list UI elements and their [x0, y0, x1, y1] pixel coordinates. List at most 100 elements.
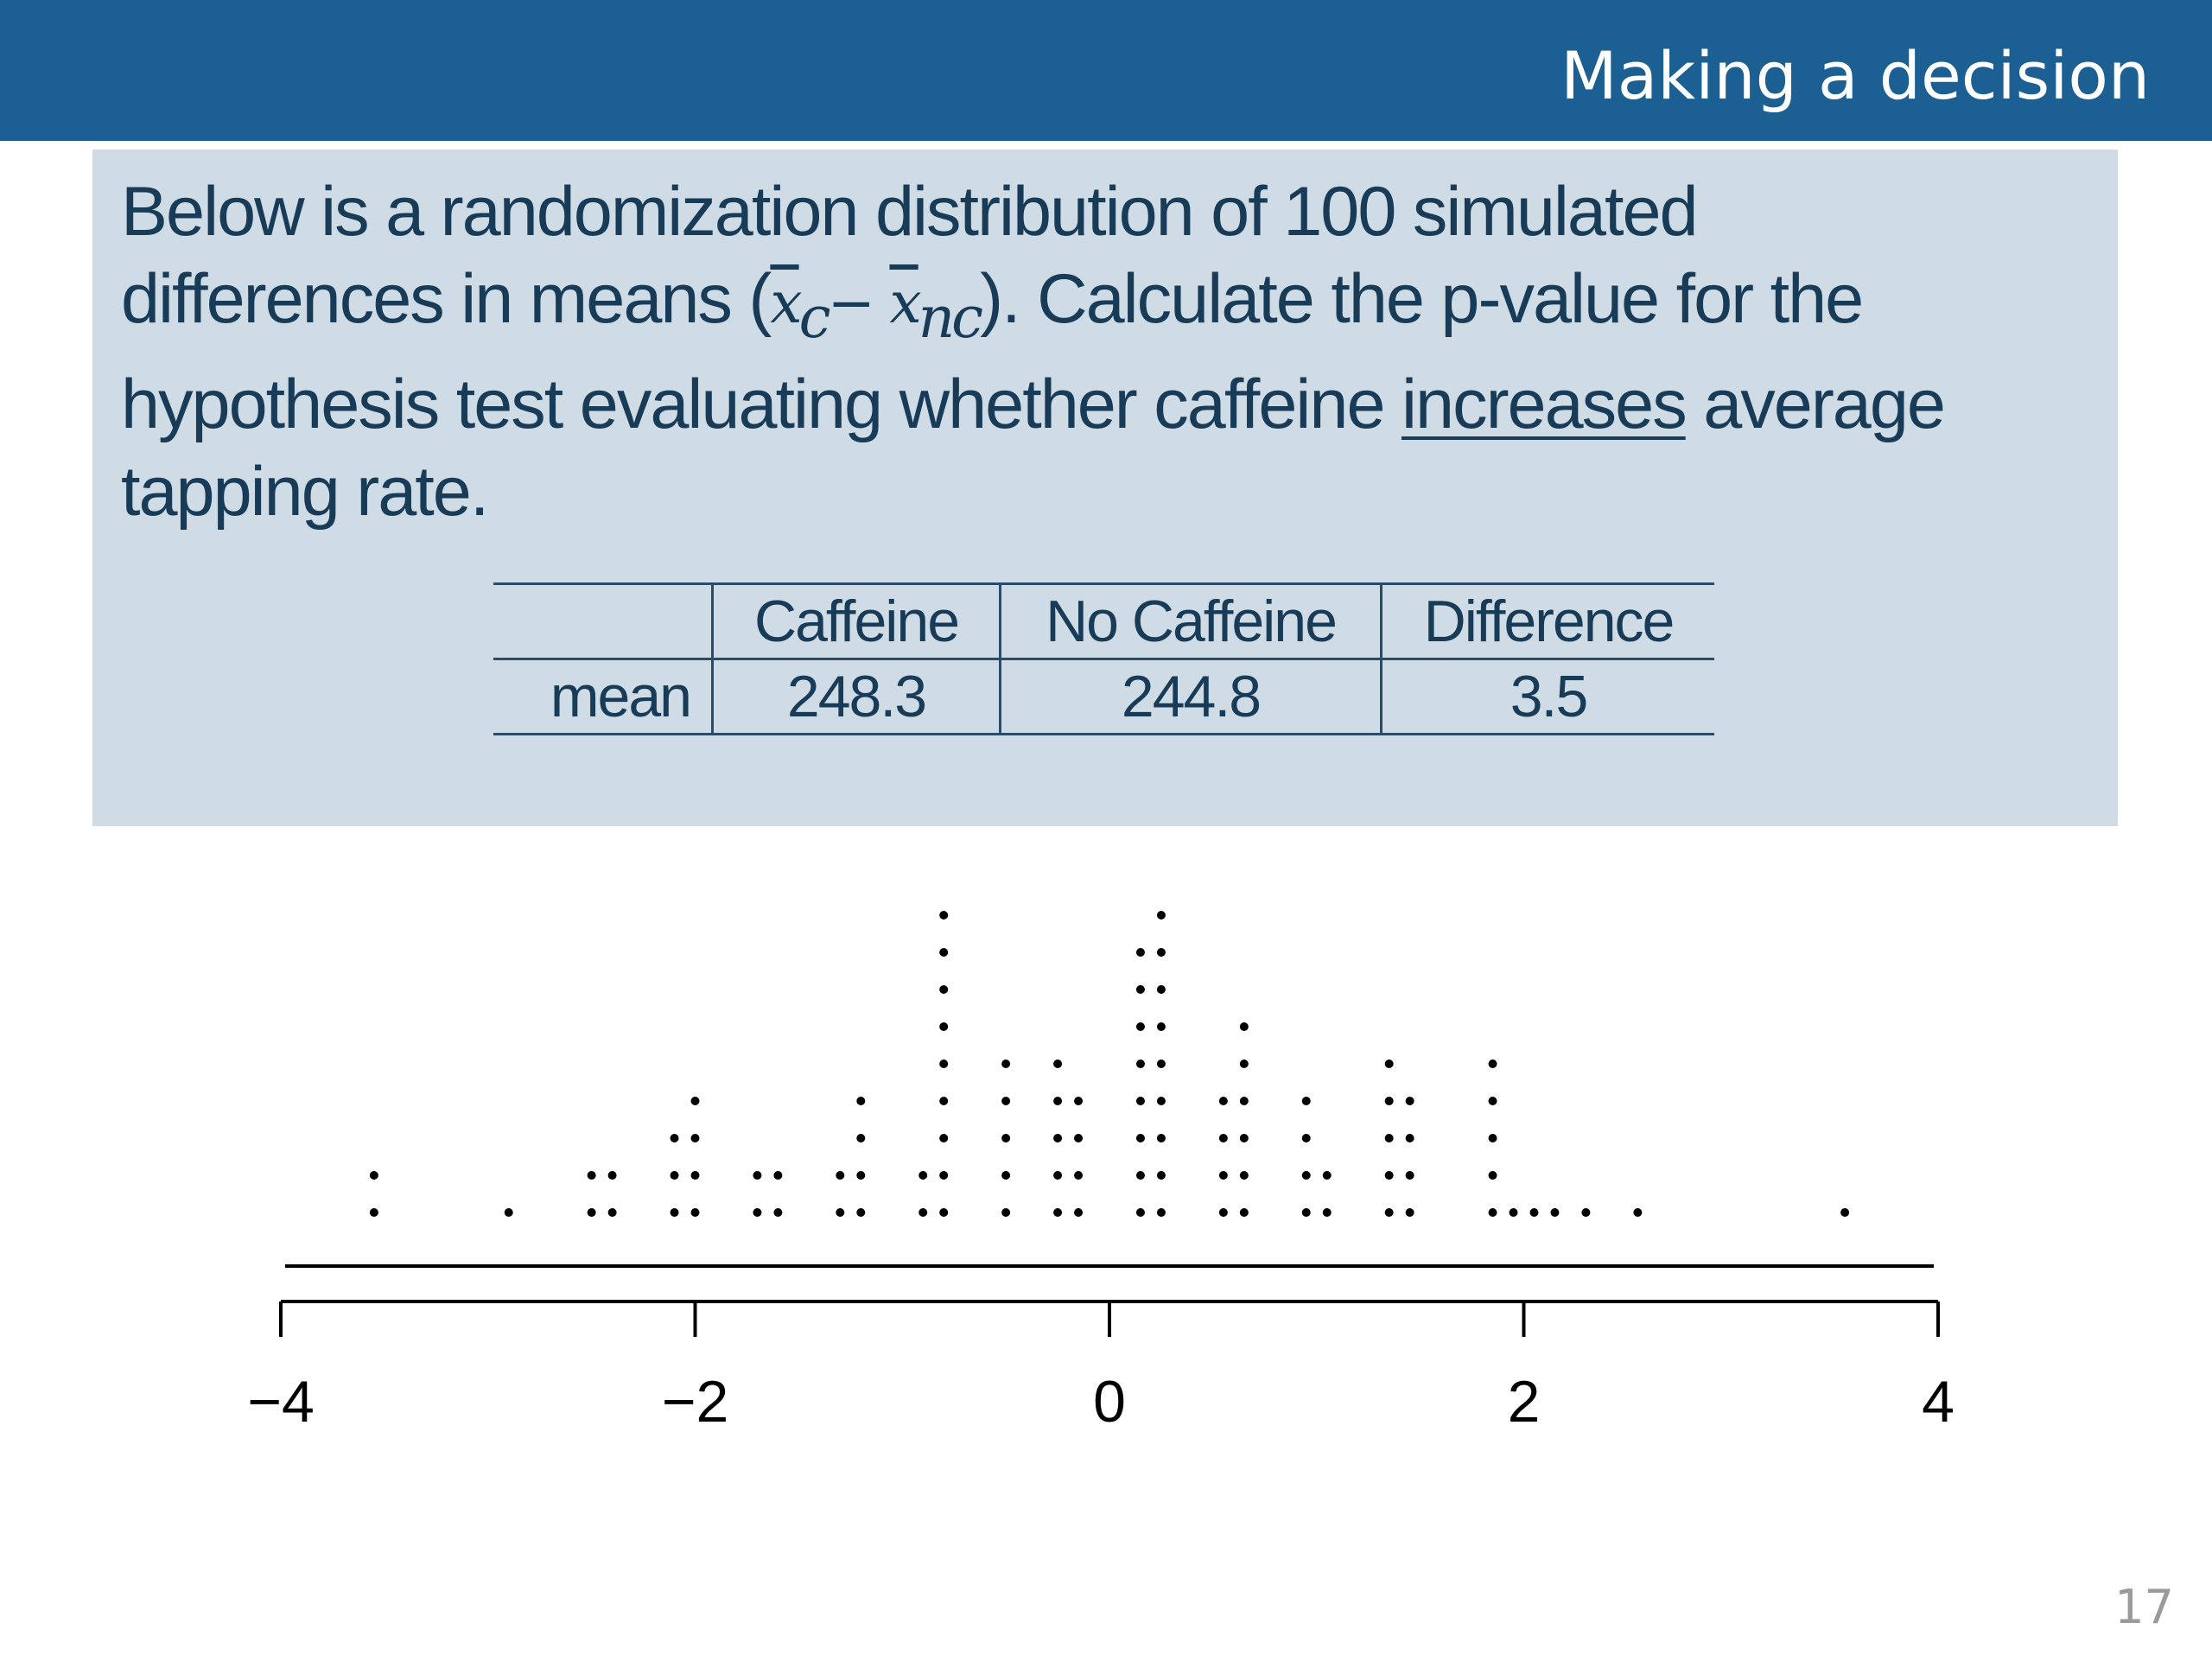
prompt-line1-pre: Below is a randomization distribution of… — [121, 173, 1396, 251]
data-point — [1156, 1134, 1166, 1142]
data-point — [918, 1171, 928, 1180]
data-point — [1301, 1208, 1311, 1217]
data-point — [1156, 911, 1166, 920]
data-point — [1633, 1208, 1643, 1217]
data-point — [939, 985, 949, 994]
slide-title: Making a decision — [1560, 37, 2150, 114]
sub-c: c — [798, 284, 831, 352]
question-box: Below is a randomization distribution of… — [92, 150, 2118, 826]
data-point — [670, 1134, 679, 1142]
data-point — [1135, 1134, 1145, 1142]
dot-plot: −4 −2 0 2 4 — [247, 911, 1955, 1435]
question-text: Below is a randomization distribution of… — [121, 169, 2100, 536]
table-header-cell: Caffeine — [711, 583, 1001, 659]
data-point — [939, 1097, 949, 1105]
data-point — [1488, 1060, 1497, 1068]
data-point — [1053, 1134, 1063, 1142]
data-point — [690, 1097, 700, 1105]
data-point — [1405, 1097, 1414, 1105]
data-point — [753, 1208, 762, 1217]
data-point — [1239, 1208, 1249, 1217]
data-point — [1135, 1060, 1145, 1068]
page-number: 17 — [2114, 1580, 2174, 1634]
data-point — [1405, 1134, 1414, 1142]
data-point — [1074, 1171, 1084, 1180]
data-point — [1529, 1208, 1539, 1217]
data-point — [1301, 1171, 1311, 1180]
data-point — [1405, 1171, 1414, 1180]
data-point — [607, 1208, 617, 1217]
data-point — [1135, 985, 1145, 994]
data-point — [1218, 1171, 1228, 1180]
data-point — [1156, 1171, 1166, 1180]
sub-nc: nc — [918, 284, 984, 352]
data-point — [690, 1171, 700, 1180]
data-point — [1239, 1060, 1249, 1068]
data-point — [836, 1171, 845, 1180]
data-point — [1239, 1134, 1249, 1142]
data-point — [690, 1134, 700, 1142]
data-point — [1135, 948, 1145, 957]
data-point — [856, 1171, 866, 1180]
data-point — [773, 1171, 783, 1180]
table-cell: 244.8 — [999, 659, 1382, 735]
data-point — [918, 1208, 928, 1217]
table-row-label: mean — [550, 664, 692, 729]
data-point — [587, 1208, 596, 1217]
prompt-line1-post: simulated — [1412, 173, 1699, 251]
data-point — [1384, 1171, 1394, 1180]
slide-header: Making a decision — [0, 0, 2212, 141]
data-point — [1218, 1097, 1228, 1105]
data-point — [1488, 1097, 1497, 1105]
data-point — [369, 1208, 378, 1217]
data-point — [856, 1208, 866, 1217]
prompt-line2-post: ). Calculate the p-value for the — [980, 260, 1864, 338]
data-point — [939, 1022, 949, 1031]
data-point — [856, 1097, 866, 1105]
data-point — [1001, 1060, 1011, 1068]
data-point — [1156, 1060, 1166, 1068]
table-row: mean 248.3 244.8 3.5 — [493, 659, 1714, 735]
data-point — [1135, 1022, 1145, 1031]
data-point — [607, 1171, 617, 1180]
data-point — [1135, 1208, 1145, 1217]
data-point — [939, 1208, 949, 1217]
data-point — [1074, 1208, 1084, 1217]
data-point — [1053, 1171, 1063, 1180]
data-point — [1550, 1208, 1560, 1217]
xbar-nc: x — [889, 270, 921, 336]
data-point — [1301, 1097, 1311, 1105]
x-tick-label: 0 — [1093, 1369, 1126, 1435]
data-point — [1156, 948, 1166, 957]
data-point — [1581, 1208, 1591, 1217]
data-point — [773, 1208, 783, 1217]
data-point — [1405, 1208, 1414, 1217]
table-cell: 248.3 — [711, 659, 1001, 735]
data-point — [1053, 1060, 1063, 1068]
data-point — [1488, 1134, 1497, 1142]
data-point — [1135, 1097, 1145, 1105]
table-cell: 3.5 — [1380, 659, 1714, 735]
table-header-cell: No Caffeine — [999, 583, 1382, 659]
data-point — [1488, 1208, 1497, 1217]
data-point — [939, 911, 949, 920]
data-point — [1156, 1022, 1166, 1031]
data-point — [1384, 1208, 1394, 1217]
data-point — [369, 1171, 378, 1180]
data-point — [1074, 1097, 1084, 1105]
data-point — [939, 1134, 949, 1142]
data-point — [1509, 1208, 1518, 1217]
data-point — [1384, 1134, 1394, 1142]
table-header-cell: Difference — [1380, 583, 1714, 659]
data-point — [1840, 1208, 1850, 1217]
data-point — [1001, 1171, 1011, 1180]
data-point — [939, 1060, 949, 1068]
data-point — [504, 1208, 513, 1217]
data-point — [939, 948, 949, 957]
table-header-row: Caffeine No Caffeine Difference — [493, 583, 1714, 659]
data-point — [690, 1208, 700, 1217]
data-point — [753, 1171, 762, 1180]
data-point — [1156, 985, 1166, 994]
prompt-line3-pre: hypothesis test evaluating whether caffe… — [121, 366, 1386, 444]
data-point — [1001, 1208, 1011, 1217]
